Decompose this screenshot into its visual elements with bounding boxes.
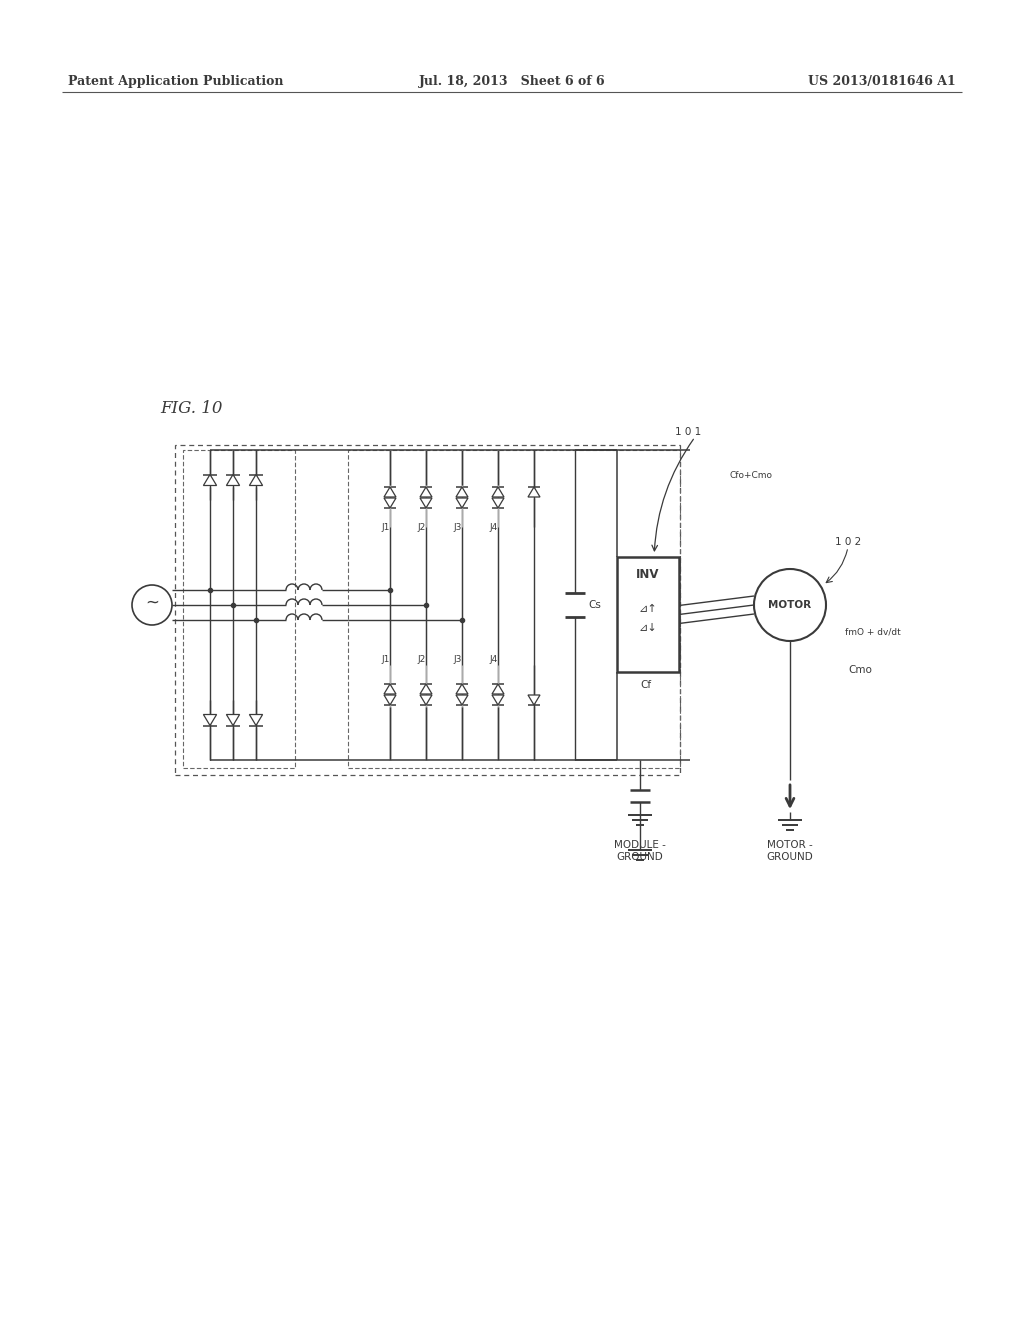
Text: INV: INV [636, 569, 659, 582]
Text: J1: J1 [382, 523, 390, 532]
Text: Jul. 18, 2013   Sheet 6 of 6: Jul. 18, 2013 Sheet 6 of 6 [419, 75, 605, 88]
Polygon shape [420, 696, 432, 705]
Text: J4: J4 [489, 655, 498, 664]
Text: ⊿↓: ⊿↓ [639, 623, 657, 632]
Text: Cf: Cf [640, 680, 651, 690]
Text: ~: ~ [145, 594, 159, 612]
Text: fmO + dv/dt: fmO + dv/dt [845, 627, 901, 636]
Text: MOTOR: MOTOR [768, 601, 812, 610]
Polygon shape [204, 474, 217, 486]
Text: Patent Application Publication: Patent Application Publication [68, 75, 284, 88]
Polygon shape [250, 714, 262, 726]
Polygon shape [420, 498, 432, 508]
Polygon shape [492, 498, 504, 508]
Bar [183, 450, 295, 768]
Bar [348, 450, 680, 768]
Polygon shape [528, 487, 540, 498]
Text: J1: J1 [382, 655, 390, 664]
Bar [175, 445, 680, 775]
Polygon shape [420, 487, 432, 498]
Text: J3: J3 [454, 655, 462, 664]
Bar [617, 557, 679, 672]
Polygon shape [384, 696, 396, 705]
Polygon shape [456, 696, 468, 705]
Polygon shape [226, 714, 240, 726]
Text: 1 0 1: 1 0 1 [675, 426, 701, 437]
Polygon shape [456, 684, 468, 694]
Polygon shape [528, 696, 540, 705]
Polygon shape [204, 714, 217, 726]
Text: J3: J3 [454, 523, 462, 532]
Text: ⊿↑: ⊿↑ [639, 605, 657, 615]
Polygon shape [420, 684, 432, 694]
Polygon shape [384, 498, 396, 508]
Text: J2: J2 [418, 655, 426, 664]
Polygon shape [384, 684, 396, 694]
Polygon shape [456, 487, 468, 498]
Polygon shape [456, 498, 468, 508]
Polygon shape [226, 474, 240, 486]
Text: Cmo: Cmo [848, 665, 871, 675]
Polygon shape [492, 684, 504, 694]
Polygon shape [384, 487, 396, 498]
Text: US 2013/0181646 A1: US 2013/0181646 A1 [808, 75, 956, 88]
Text: 1 0 2: 1 0 2 [835, 537, 861, 546]
Text: J4: J4 [489, 523, 498, 532]
Text: MODULE -
GROUND: MODULE - GROUND [614, 840, 666, 862]
Text: Cs: Cs [588, 601, 601, 610]
Text: Cfo+Cmo: Cfo+Cmo [730, 470, 773, 479]
Text: J2: J2 [418, 523, 426, 532]
Text: MOTOR -
GROUND: MOTOR - GROUND [767, 840, 813, 862]
Polygon shape [492, 487, 504, 498]
Text: FIG. 10: FIG. 10 [160, 400, 222, 417]
Polygon shape [250, 474, 262, 486]
Polygon shape [492, 696, 504, 705]
